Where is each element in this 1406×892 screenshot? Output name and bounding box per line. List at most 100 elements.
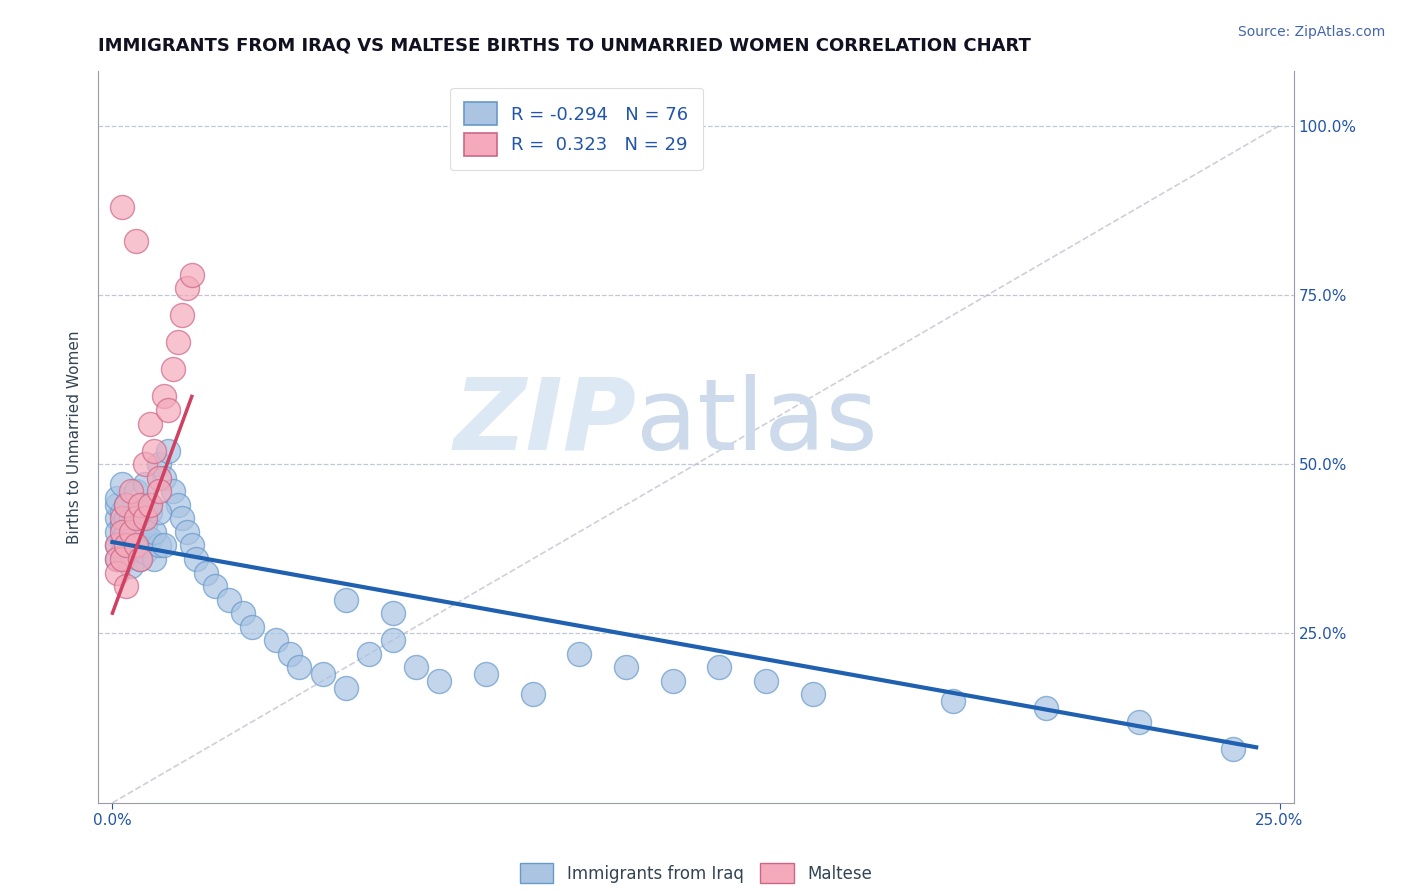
Point [152, 538, 174, 552]
Point [125, 511, 148, 525]
Point [105, 538, 128, 552]
Point [755, 673, 778, 688]
Point [105, 566, 128, 580]
Point [129, 505, 152, 519]
Point [381, 606, 404, 620]
Point [125, 538, 148, 552]
Point [186, 552, 208, 566]
Point [162, 362, 184, 376]
Point [120, 532, 142, 546]
Point [115, 552, 138, 566]
Point [288, 660, 311, 674]
Point [115, 579, 138, 593]
Point [105, 498, 128, 512]
Point [180, 538, 202, 552]
Point [172, 308, 194, 322]
Point [125, 234, 148, 248]
Point [105, 538, 128, 552]
Point [111, 524, 134, 539]
Point [204, 579, 226, 593]
Point [661, 673, 683, 688]
Point [568, 647, 591, 661]
Point [143, 443, 166, 458]
Point [115, 538, 138, 552]
Point [139, 532, 162, 546]
Point [134, 518, 156, 533]
Point [139, 498, 162, 512]
Point [125, 524, 148, 539]
Point [709, 660, 731, 674]
Point [166, 335, 188, 350]
Point [134, 477, 156, 491]
Point [139, 417, 162, 431]
Legend: Immigrants from Iraq, Maltese: Immigrants from Iraq, Maltese [512, 855, 880, 891]
Point [129, 498, 152, 512]
Point [143, 552, 166, 566]
Point [129, 552, 152, 566]
Point [381, 633, 404, 648]
Text: ZIP: ZIP [453, 374, 637, 471]
Point [1222, 741, 1244, 756]
Point [148, 484, 170, 499]
Point [134, 545, 156, 559]
Point [942, 694, 965, 708]
Point [218, 592, 240, 607]
Point [120, 545, 142, 559]
Point [176, 281, 198, 295]
Point [475, 667, 498, 681]
Point [125, 538, 148, 552]
Point [139, 498, 162, 512]
Point [134, 511, 156, 525]
Point [172, 511, 194, 525]
Point [176, 524, 198, 539]
Point [120, 518, 142, 533]
Point [120, 511, 142, 525]
Text: atlas: atlas [637, 374, 877, 471]
Point [139, 505, 162, 519]
Point [129, 538, 152, 552]
Point [143, 524, 166, 539]
Point [125, 511, 148, 525]
Point [129, 552, 152, 566]
Text: IMMIGRANTS FROM IRAQ VS MALTESE BIRTHS TO UNMARRIED WOMEN CORRELATION CHART: IMMIGRANTS FROM IRAQ VS MALTESE BIRTHS T… [98, 37, 1031, 54]
Point [180, 268, 202, 282]
Point [105, 524, 128, 539]
Point [111, 200, 134, 214]
Point [120, 484, 142, 499]
Point [427, 673, 450, 688]
Point [111, 545, 134, 559]
Point [111, 511, 134, 525]
Point [242, 620, 264, 634]
Point [105, 552, 128, 566]
Point [152, 389, 174, 403]
Point [162, 484, 184, 499]
Point [232, 606, 254, 620]
Point [801, 688, 824, 702]
Point [115, 524, 138, 539]
Point [335, 592, 357, 607]
Point [111, 552, 134, 566]
Y-axis label: Births to Unmarried Women: Births to Unmarried Women [67, 330, 83, 544]
Point [148, 471, 170, 485]
Point [111, 532, 134, 546]
Point [405, 660, 427, 674]
Point [359, 647, 381, 661]
Point [148, 505, 170, 519]
Point [1128, 714, 1150, 729]
Point [166, 498, 188, 512]
Point [148, 538, 170, 552]
Point [105, 511, 128, 525]
Point [157, 403, 180, 417]
Point [311, 667, 333, 681]
Point [105, 552, 128, 566]
Point [614, 660, 637, 674]
Point [120, 558, 142, 573]
Text: Source: ZipAtlas.com: Source: ZipAtlas.com [1237, 25, 1385, 39]
Point [264, 633, 287, 648]
Point [134, 457, 156, 471]
Point [148, 457, 170, 471]
Point [157, 443, 180, 458]
Point [278, 647, 301, 661]
Point [522, 688, 544, 702]
Point [125, 484, 148, 499]
